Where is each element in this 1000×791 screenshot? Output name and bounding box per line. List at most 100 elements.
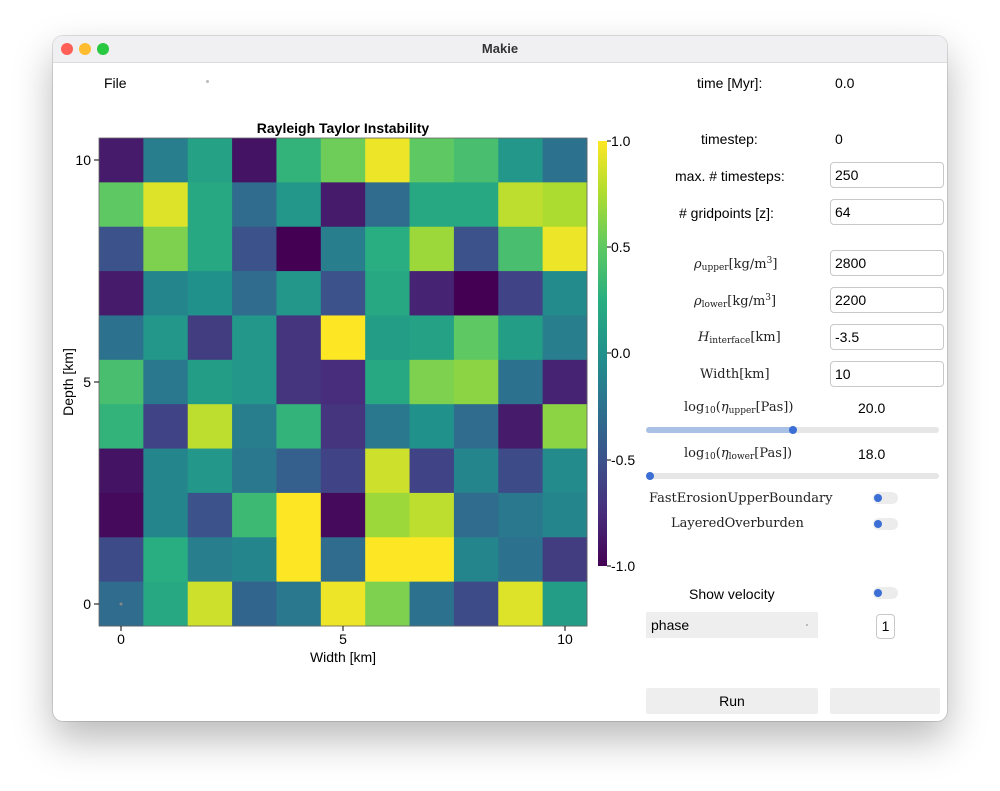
- heatmap-cell: [453, 492, 499, 538]
- heatmap-cell: [320, 581, 366, 627]
- heatmap-cell: [99, 315, 144, 361]
- timestep-value: 0: [835, 131, 843, 147]
- rho-lower-close: ]: [771, 294, 777, 309]
- eta-lower-value: 18.0: [858, 446, 886, 462]
- heatmap-cell: [99, 271, 144, 316]
- y-tick-label: 0: [83, 596, 91, 612]
- heatmap-cell: [99, 448, 144, 494]
- gridpoints-label: # gridpoints [z]:: [679, 205, 774, 221]
- heatmap-cell: [276, 404, 322, 450]
- h-interface-input[interactable]: -3.5: [830, 324, 944, 350]
- width-input[interactable]: 10: [830, 361, 944, 387]
- heatmap-cell: [320, 182, 366, 228]
- heatmap-cell: [232, 404, 277, 450]
- blank-button[interactable]: [830, 688, 940, 714]
- heatmap-cell: [409, 359, 455, 405]
- heatmap-cell: [276, 226, 322, 272]
- phase-dropdown[interactable]: phase: [646, 612, 818, 638]
- heatmap-cell: [232, 359, 277, 405]
- chevron-down-icon: [806, 624, 808, 626]
- heatmap-cell: [320, 271, 366, 316]
- heatmap-cell: [542, 448, 588, 494]
- phase-dropdown-value: phase: [651, 617, 690, 633]
- heatmap-cell: [365, 581, 411, 627]
- toggle-knob: [874, 494, 882, 502]
- show-velocity-toggle[interactable]: [873, 587, 898, 599]
- heatmap-cell: [542, 315, 588, 361]
- file-menu[interactable]: File: [104, 75, 127, 91]
- minimize-window-button[interactable]: [79, 43, 91, 55]
- heatmap-cell: [365, 448, 411, 494]
- heatmap-cell: [99, 537, 144, 583]
- phase-index-box[interactable]: 1: [876, 614, 895, 639]
- heatmap-cell: [99, 492, 144, 538]
- eta-lower-open: (: [715, 446, 721, 461]
- eta-lower-label: log10(ηlower[Pas]): [684, 446, 792, 462]
- eta-lower-slider[interactable]: [646, 472, 939, 480]
- rho-lower-input[interactable]: 2200: [830, 287, 944, 313]
- h-interface-label: Hinterface[km]: [698, 330, 781, 346]
- heatmap-cell: [276, 537, 322, 583]
- plot-title: Rayleigh Taylor Instability: [257, 120, 430, 136]
- h-interface-symbol: H: [698, 330, 710, 345]
- heatmap-cell: [143, 315, 189, 361]
- zoom-window-button[interactable]: [97, 43, 109, 55]
- x-tick-label: 0: [117, 631, 125, 647]
- heatmap-cell: [453, 182, 499, 228]
- heatmap-cell: [320, 404, 366, 450]
- heatmap-cell: [143, 581, 189, 627]
- heatmap-cell: [232, 537, 277, 583]
- heatmap-cell: [143, 226, 189, 272]
- heatmap-cell: [542, 581, 588, 627]
- heatmap-cell: [365, 138, 411, 183]
- heatmap-cell: [143, 359, 189, 405]
- toggle-knob: [874, 589, 882, 597]
- heatmap-plot: Rayleigh Taylor Instability 0 5 10 Width…: [60, 120, 635, 665]
- heatmap-cell: [498, 226, 544, 272]
- heatmap-cell: [453, 315, 499, 361]
- heatmap-cell: [498, 315, 544, 361]
- title-bar: Makie: [53, 36, 947, 63]
- heatmap-cell: [99, 226, 144, 272]
- heatmap-cell: [276, 138, 322, 183]
- max-timesteps-input[interactable]: 250: [830, 162, 944, 188]
- heatmap-cell: [99, 138, 144, 183]
- eta-upper-slider[interactable]: [646, 426, 939, 434]
- rho-upper-input[interactable]: 2800: [830, 250, 944, 276]
- close-window-button[interactable]: [61, 43, 73, 55]
- y-tick-label: 10: [75, 152, 91, 168]
- fast-erosion-toggle[interactable]: [873, 492, 898, 504]
- heatmap-cell: [409, 315, 455, 361]
- heatmap-cell: [409, 182, 455, 228]
- eta-lower-log: log: [684, 446, 705, 461]
- heatmap-cell: [320, 138, 366, 183]
- eta-upper-slider-knob[interactable]: [788, 426, 797, 434]
- heatmap-cell: [542, 271, 588, 316]
- heatmap-cell: [232, 581, 277, 627]
- colorbar-tick-label: -0.5: [611, 452, 635, 468]
- heatmap-cell: [542, 404, 588, 450]
- window-title: Makie: [481, 41, 519, 56]
- x-tick-label: 5: [339, 631, 347, 647]
- run-button[interactable]: Run: [646, 688, 818, 714]
- heatmap-cell: [143, 271, 189, 316]
- heatmap-cell: [99, 404, 144, 450]
- heatmap-cell: [498, 537, 544, 583]
- width-label: Width[km]: [700, 367, 770, 382]
- heatmap-cell: [232, 226, 277, 272]
- heatmap-cell: [542, 182, 588, 228]
- eta-lower-slider-knob[interactable]: [646, 472, 654, 480]
- heatmap-cell: [187, 404, 233, 450]
- heatmap-cell: [409, 404, 455, 450]
- h-interface-subscript: interface: [709, 336, 751, 346]
- gridpoints-input[interactable]: 64: [830, 199, 944, 225]
- heatmap-cell: [365, 182, 411, 228]
- heatmap-cell: [320, 537, 366, 583]
- heatmap-cell: [542, 537, 588, 583]
- heatmap-cell: [99, 182, 144, 228]
- heatmap-cell: [143, 492, 189, 538]
- eta-upper-symbol: η: [720, 400, 729, 415]
- layered-overburden-toggle[interactable]: [873, 518, 898, 530]
- eta-upper-open: (: [715, 400, 721, 415]
- heatmap-cell: [143, 404, 189, 450]
